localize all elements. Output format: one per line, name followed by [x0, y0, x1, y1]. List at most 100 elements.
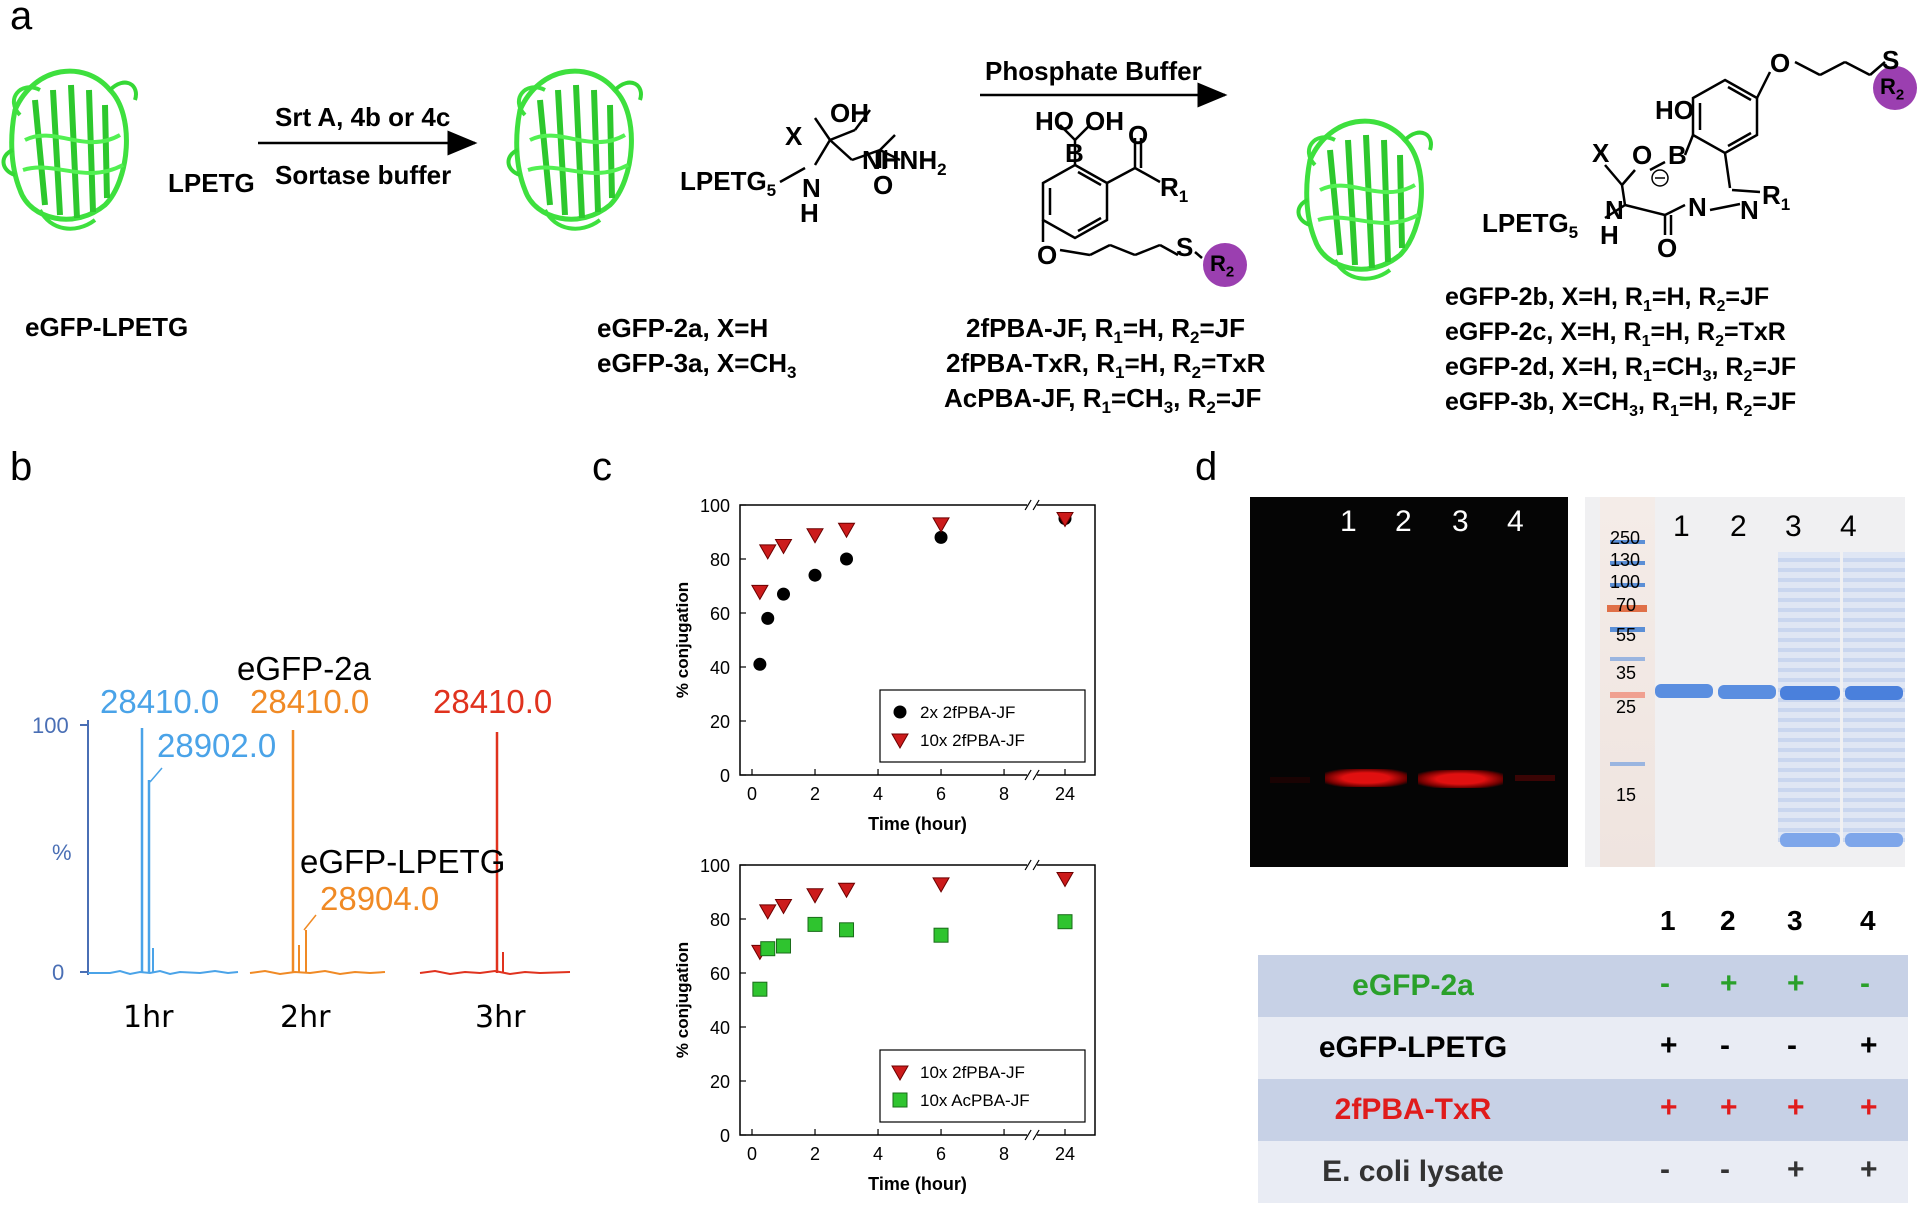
product-list-2: eGFP-2c, X=H, R1=H, R2=TxR: [1445, 318, 1786, 350]
data-point: [753, 657, 767, 671]
condition-value: +: [1787, 1091, 1805, 1124]
data-point: [808, 568, 822, 582]
panel-letter-a: a: [10, 0, 33, 38]
x-tick-label: 6: [936, 784, 946, 804]
product-r2: R2: [1880, 74, 1905, 104]
ms-peak-2hr-main: 28410.0: [250, 683, 370, 720]
mid-structure-bonds: [779, 109, 901, 184]
condition-row: 2fPBA-TxR + + + +: [1258, 1079, 1908, 1141]
y-tick-label: 60: [710, 964, 730, 984]
reagent-s: S: [1176, 232, 1194, 262]
ms-annot-egfp2a: eGFP-2a: [237, 650, 371, 687]
data-point: [934, 530, 948, 544]
fluor-lane-3: 3: [1452, 505, 1469, 538]
data-point: [892, 1092, 908, 1108]
axis-break-top: [1027, 501, 1038, 509]
x-axis-label: Time (hour): [868, 814, 967, 834]
data-point: [891, 1065, 909, 1082]
panel-letter-d: d: [1195, 445, 1218, 489]
table-col-4: 4: [1860, 905, 1876, 936]
mid-product-1: eGFP-2a, X=H: [597, 313, 769, 343]
reagent-o: O: [1128, 120, 1149, 150]
marker-100: 100: [1610, 572, 1641, 592]
condition-table: eGFP-2a - + + - eGFP-LPETG + - - +2fPBA-TxR + + + + E.…: [1258, 955, 1908, 1203]
mid-h: H: [800, 198, 819, 228]
gfp-structure-2: [508, 71, 640, 229]
axis-break-bottom: [1027, 1131, 1038, 1139]
scheme-svg: [0, 60, 1917, 287]
condition-label: 2fPBA-TxR: [1334, 1093, 1492, 1126]
condition-value: -: [1720, 1029, 1730, 1062]
data-point: [774, 899, 793, 915]
marker-250: 250: [1610, 528, 1641, 548]
step1-top: Srt A, 4b or 4c: [275, 102, 451, 132]
ms-peak-2hr-minor: 28904.0: [320, 880, 440, 917]
data-point: [806, 888, 824, 904]
mid-x: X: [785, 121, 803, 151]
y-axis-label: % conjugation: [673, 582, 692, 698]
reagent-ho: HO: [1035, 106, 1074, 136]
condition-row: eGFP-LPETG + - - +: [1258, 1017, 1908, 1079]
gfp-structure-3: [1298, 121, 1430, 279]
product-n2: N: [1740, 195, 1759, 225]
data-point: [807, 916, 823, 932]
data-point: [752, 981, 768, 997]
gfp-structure-1: [3, 71, 135, 229]
ms-annot-egfplpetg: eGFP-LPETG: [300, 843, 506, 880]
chart-legend: [879, 689, 1086, 763]
x-tick-label: 8: [999, 784, 1009, 804]
coom-lane-2: 2: [1730, 510, 1747, 543]
product-o2: O: [1657, 233, 1678, 263]
product-r1: R1: [1762, 180, 1791, 215]
marker-25: 25: [1616, 697, 1637, 717]
product-n1: N: [1688, 192, 1707, 222]
mid-nhnh2: NHNH2: [862, 145, 947, 180]
fluor-lane-2: 2: [1395, 505, 1412, 538]
y-tick-label: 40: [710, 1018, 730, 1038]
y-tick-label: 80: [710, 550, 730, 570]
y-tick-label: 20: [710, 1072, 730, 1092]
start-tag: LPETG: [168, 168, 255, 198]
data-point: [761, 611, 775, 625]
ms-ylabel: %: [52, 840, 72, 865]
panel-letter-b: b: [10, 445, 33, 489]
chart-legend: [879, 1049, 1086, 1123]
series-2: [751, 512, 1074, 601]
coom-band-lane1: [1655, 684, 1713, 698]
reagent-list-3: AcPBA-JF, R1=CH3, R2=JF: [944, 383, 1262, 418]
condition-value: +: [1660, 1091, 1678, 1124]
condition-label: eGFP-2a: [1352, 969, 1474, 1002]
y-tick-label: 80: [710, 910, 730, 930]
data-point: [837, 522, 856, 539]
chart-frame: [739, 504, 1096, 776]
boronate-charge-circle: [1651, 169, 1669, 187]
ms-spectrum: [80, 720, 571, 976]
axis-break-bottom: [1027, 771, 1038, 779]
reagent-r2-circle: [1203, 243, 1247, 287]
condition-value: +: [1720, 1091, 1738, 1124]
x-tick-label: 2: [810, 1144, 820, 1164]
data-point: [774, 539, 793, 555]
data-point: [1056, 512, 1074, 528]
gel-band-lane2: [1325, 769, 1407, 787]
coomassie-gel: [1585, 497, 1905, 867]
ms-xgroup-1hr: 1hr: [123, 1000, 174, 1035]
product-s: S: [1882, 45, 1900, 75]
condition-label: E. coli lysate: [1322, 1155, 1504, 1188]
gel-band-lane3: [1418, 770, 1503, 788]
x-tick-label: 6: [936, 1144, 946, 1164]
marker-70: 70: [1616, 595, 1637, 615]
step1-bottom: Sortase buffer: [275, 160, 452, 190]
marker-lane: [1600, 497, 1655, 867]
data-point: [1057, 914, 1073, 930]
marker-130: 130: [1610, 550, 1641, 570]
product-o-ether: O: [1770, 48, 1791, 78]
fluor-lane-1: 1: [1340, 505, 1357, 538]
mid-tag: LPETG5: [680, 166, 777, 201]
y-tick-label: 0: [720, 1126, 730, 1146]
series-1: [751, 872, 1074, 961]
x-tick-label: 24: [1055, 1144, 1075, 1164]
data-point: [840, 552, 854, 566]
